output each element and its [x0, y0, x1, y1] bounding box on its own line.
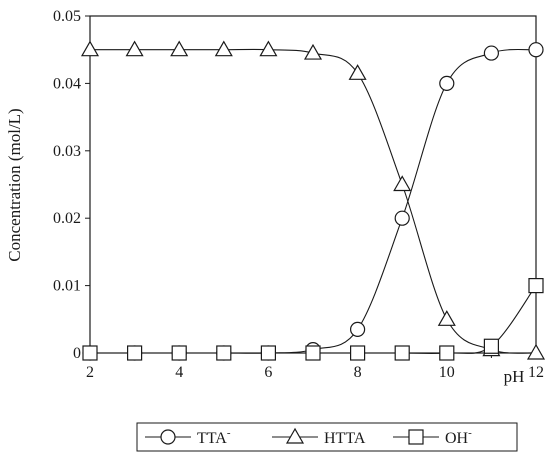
plot-frame: [89, 15, 537, 354]
y-tick-label: 0.01: [53, 278, 81, 295]
y-axis: 0 0.01 0.02 0.03 0.04 0.05: [53, 8, 90, 362]
y-tick-label: 0.03: [53, 143, 81, 160]
data-point-htta: [214, 40, 233, 57]
data-point-htta: [170, 40, 189, 57]
data-point-oh: [171, 345, 187, 361]
data-point-tta: [483, 45, 499, 61]
data-point-tta: [350, 321, 366, 338]
series-line-htta: [89, 48, 537, 354]
data-point-oh: [126, 345, 143, 361]
legend-label-htta: HTTA: [324, 430, 366, 447]
legend-label-text: HTTA: [324, 430, 366, 447]
legend: TTA- HTTA OH-: [136, 422, 518, 452]
legend-marker-tta: [160, 429, 176, 445]
data-point-oh: [394, 345, 410, 361]
x-tick-label: 12: [528, 364, 544, 381]
data-point-oh: [483, 338, 499, 354]
data-point-oh: [305, 345, 321, 361]
data-point-tta: [394, 210, 410, 226]
y-tick-label: 0.05: [53, 8, 81, 25]
data-point-oh: [350, 345, 366, 361]
legend-label-tta: TTA-: [197, 427, 231, 447]
legend-label-text: TTA: [197, 430, 227, 447]
data-point-oh: [439, 345, 455, 361]
x-tick-label: 6: [264, 364, 272, 381]
y-tick-label: 0: [73, 345, 81, 362]
data-point-htta: [348, 64, 367, 80]
legend-label-superscript: -: [227, 427, 231, 439]
x-tick-label: 8: [354, 364, 362, 381]
data-point-htta: [303, 43, 323, 60]
legend-marker-htta: [285, 427, 305, 444]
data-point-htta: [437, 310, 456, 326]
data-point-oh: [216, 345, 232, 361]
legend-marker-oh: [408, 429, 424, 445]
y-tick-label: 0.04: [53, 75, 81, 92]
legend-box: [136, 422, 518, 452]
data-point-oh: [82, 345, 98, 361]
legend-label-text: OH: [445, 430, 469, 447]
y-axis-title: Concentration (mol/L): [5, 108, 24, 261]
data-point-htta: [393, 175, 412, 192]
x-axis-title: pH: [504, 367, 525, 386]
series-line-tta: [90, 48, 537, 354]
y-tick-label: 0.02: [53, 210, 81, 227]
data-point-tta: [439, 75, 455, 92]
data-point-oh: [528, 278, 544, 294]
legend-label-oh: OH-: [445, 427, 472, 447]
x-tick-label: 4: [175, 364, 183, 381]
data-point-htta: [526, 343, 546, 360]
x-tick-label: 2: [86, 364, 94, 381]
data-point-htta: [259, 40, 278, 57]
legend-label-superscript: -: [468, 427, 472, 439]
data-point-oh: [260, 345, 276, 361]
data-point-tta: [528, 42, 544, 58]
data-point-htta: [80, 40, 100, 57]
data-point-htta: [125, 40, 144, 57]
series-layer: [80, 40, 546, 361]
x-tick-label: 10: [439, 364, 455, 381]
